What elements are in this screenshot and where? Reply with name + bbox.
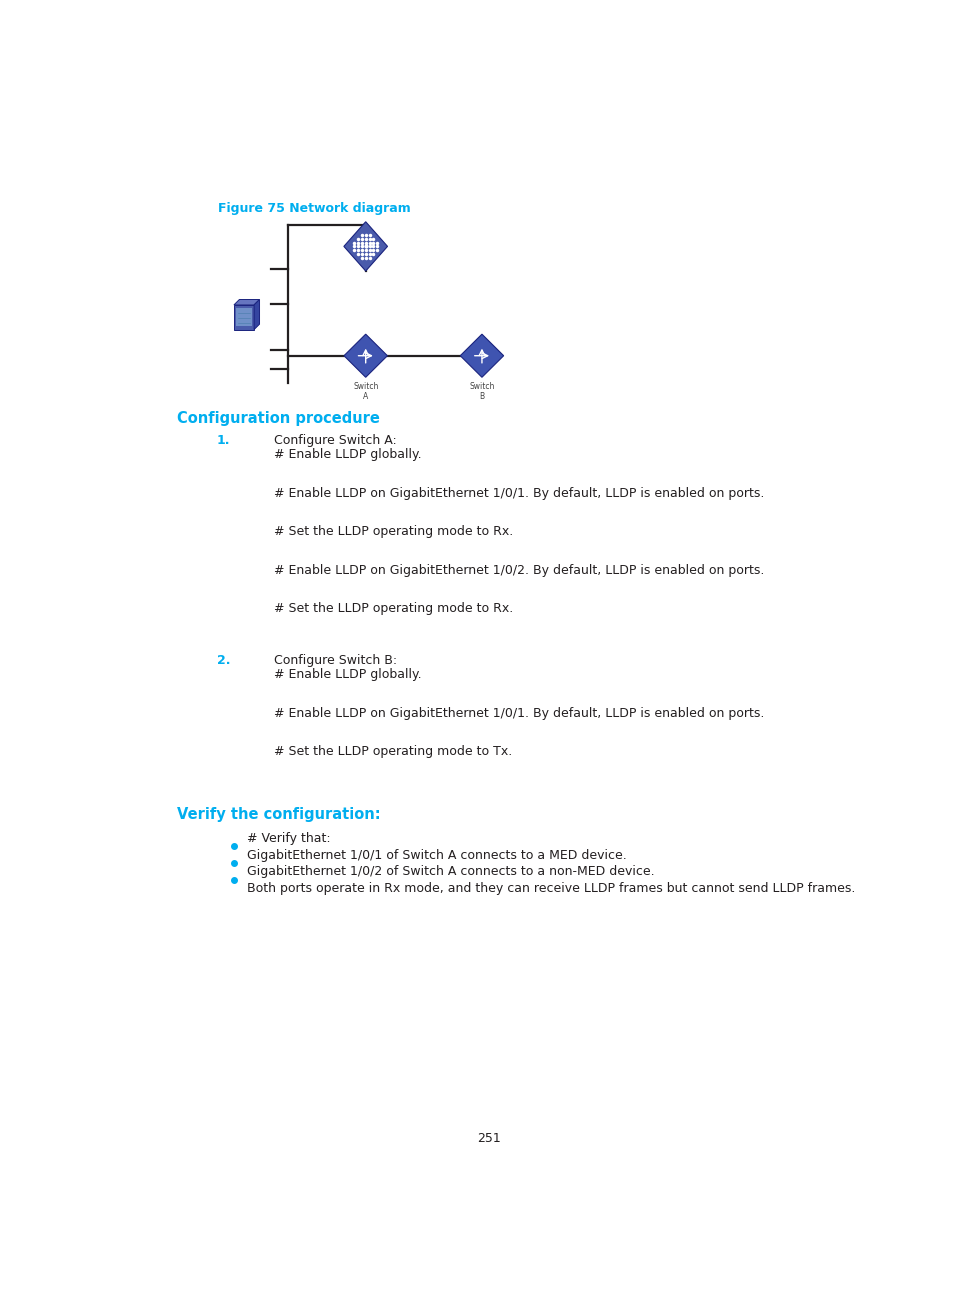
Text: GigabitEthernet 1/0/1 of Switch A connects to a MED device.: GigabitEthernet 1/0/1 of Switch A connec… — [247, 849, 626, 862]
Text: Switch
B: Switch B — [469, 382, 494, 402]
Text: # Enable LLDP on GigabitEthernet 1/0/1. By default, LLDP is enabled on ports.: # Enable LLDP on GigabitEthernet 1/0/1. … — [274, 486, 763, 500]
Polygon shape — [344, 334, 387, 377]
Polygon shape — [253, 299, 259, 329]
Text: Configuration procedure: Configuration procedure — [177, 411, 380, 426]
Text: # Enable LLDP globally.: # Enable LLDP globally. — [274, 669, 421, 682]
Text: 1.: 1. — [216, 434, 230, 447]
Polygon shape — [233, 299, 259, 305]
Text: Configure Switch A:: Configure Switch A: — [274, 434, 396, 447]
Polygon shape — [459, 334, 503, 377]
Polygon shape — [343, 222, 387, 271]
Text: # Enable LLDP on GigabitEthernet 1/0/1. By default, LLDP is enabled on ports.: # Enable LLDP on GigabitEthernet 1/0/1. … — [274, 706, 763, 719]
Text: # Set the LLDP operating mode to Tx.: # Set the LLDP operating mode to Tx. — [274, 745, 512, 758]
Text: # Verify that:: # Verify that: — [247, 832, 331, 845]
Text: TP: TP — [377, 231, 383, 235]
Text: # Set the LLDP operating mode to Rx.: # Set the LLDP operating mode to Rx. — [274, 525, 513, 538]
Text: Both ports operate in Rx mode, and they can receive LLDP frames but cannot send : Both ports operate in Rx mode, and they … — [247, 883, 855, 896]
Text: # Set the LLDP operating mode to Rx.: # Set the LLDP operating mode to Rx. — [274, 603, 513, 616]
Text: Figure 75 Network diagram: Figure 75 Network diagram — [218, 202, 411, 215]
Text: 2.: 2. — [216, 654, 230, 667]
Text: Switch
A: Switch A — [353, 382, 378, 402]
Text: Verify the configuration:: Verify the configuration: — [177, 807, 380, 822]
Text: GigabitEthernet 1/0/2 of Switch A connects to a non-MED device.: GigabitEthernet 1/0/2 of Switch A connec… — [247, 866, 654, 879]
Text: # Enable LLDP on GigabitEthernet 1/0/2. By default, LLDP is enabled on ports.: # Enable LLDP on GigabitEthernet 1/0/2. … — [274, 564, 763, 577]
Text: Configure Switch B:: Configure Switch B: — [274, 654, 397, 667]
Text: # Enable LLDP globally.: # Enable LLDP globally. — [274, 448, 421, 461]
Polygon shape — [236, 308, 252, 327]
Polygon shape — [233, 305, 253, 329]
Text: 251: 251 — [476, 1131, 500, 1144]
